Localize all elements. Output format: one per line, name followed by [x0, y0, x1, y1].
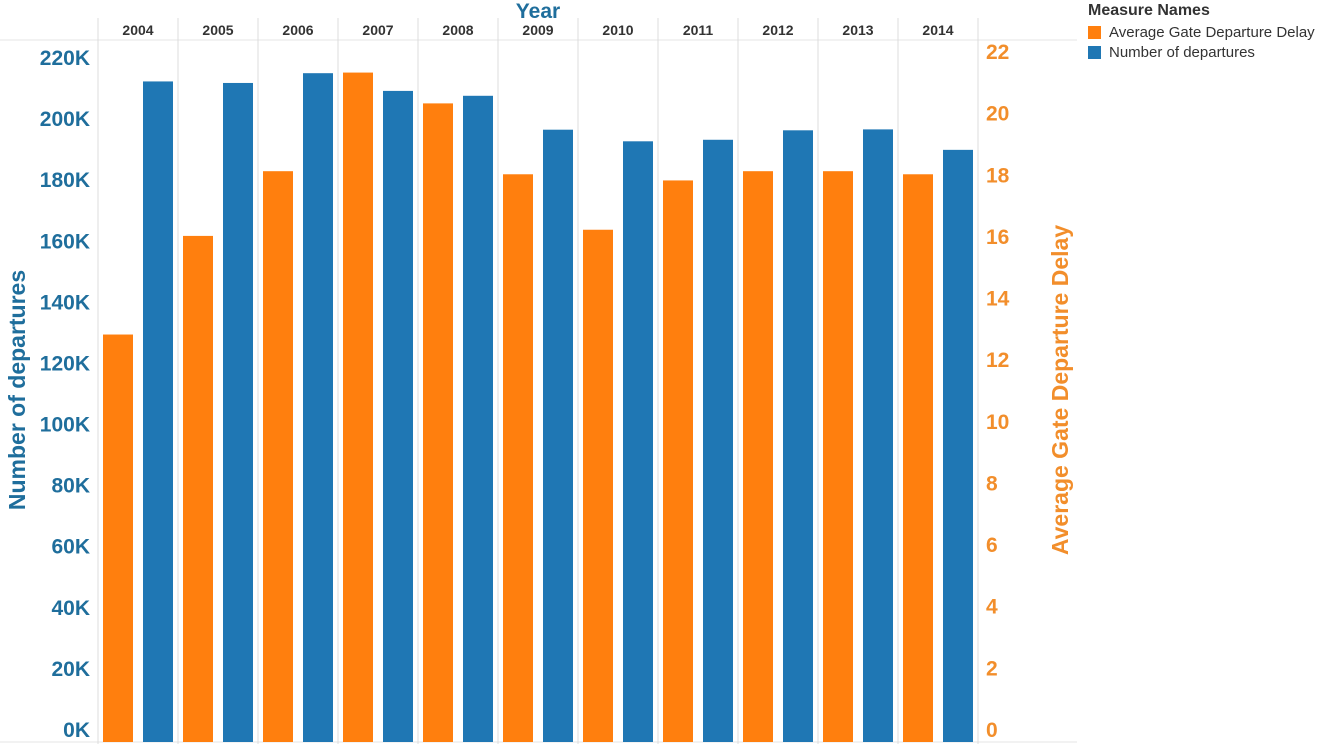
left-tick-label: 40K [51, 597, 90, 620]
left-tick-label: 0K [63, 719, 90, 742]
legend-item-number-of-departures[interactable]: Number of departures [1088, 42, 1333, 62]
top-axis-title: Year [516, 0, 560, 23]
right-tick-label: 16 [986, 226, 1009, 249]
legend-label: Average Gate Departure Delay [1109, 23, 1315, 41]
bar-departures-2009[interactable] [543, 129, 573, 742]
bar-departures-2008[interactable] [463, 95, 493, 742]
year-label-2007: 2007 [362, 22, 393, 38]
right-tick-label: 2 [986, 657, 998, 680]
bar-departures-2007[interactable] [383, 90, 413, 742]
bars [103, 72, 973, 743]
left-tick-label: 220K [40, 47, 90, 70]
bar-departures-2004[interactable] [143, 81, 173, 743]
left-tick-label: 80K [51, 475, 90, 498]
year-label-2014: 2014 [922, 22, 953, 38]
bar-departures-2011[interactable] [703, 139, 733, 742]
bar-delay-2008[interactable] [423, 103, 453, 742]
legend-swatch-blue [1088, 45, 1101, 59]
right-tick-label: 8 [986, 472, 998, 495]
year-label-2005: 2005 [202, 22, 233, 38]
year-label-2011: 2011 [683, 22, 714, 38]
bar-delay-2004[interactable] [103, 334, 133, 742]
right-axis-ticks: 0 2 4 6 8 10 12 14 16 18 20 22 [986, 41, 1010, 742]
right-tick-label: 6 [986, 534, 998, 557]
bar-delay-2007[interactable] [343, 72, 373, 742]
bar-delay-2006[interactable] [263, 171, 293, 742]
panel-dividers [0, 18, 1077, 744]
legend: Measure Names Average Gate Departure Del… [1088, 2, 1333, 62]
bar-departures-2005[interactable] [223, 82, 253, 743]
year-label-2006: 2006 [282, 22, 313, 38]
right-tick-label: 10 [986, 411, 1009, 434]
right-tick-label: 0 [986, 719, 998, 742]
year-label-2009: 2009 [522, 22, 553, 38]
right-axis-title: Average Gate Departure Delay [1047, 225, 1073, 555]
bar-delay-2014[interactable] [903, 174, 933, 743]
year-label-2013: 2013 [842, 22, 873, 38]
year-label-2008: 2008 [442, 22, 473, 38]
left-tick-label: 200K [40, 108, 90, 131]
legend-item-average-gate-departure-delay[interactable]: Average Gate Departure Delay [1088, 22, 1333, 42]
left-tick-label: 180K [40, 169, 90, 192]
bar-delay-2012[interactable] [743, 171, 773, 742]
bar-delay-2009[interactable] [503, 174, 533, 743]
left-tick-label: 60K [51, 536, 90, 559]
bar-departures-2014[interactable] [943, 149, 973, 743]
legend-title: Measure Names [1088, 2, 1210, 19]
left-axis-title: Number of departures [4, 270, 30, 510]
bar-delay-2010[interactable] [583, 229, 613, 742]
right-tick-label: 20 [986, 103, 1009, 126]
left-tick-label: 20K [51, 658, 90, 681]
left-tick-label: 100K [40, 414, 90, 437]
bar-departures-2006[interactable] [303, 73, 333, 743]
right-tick-label: 4 [986, 596, 998, 619]
left-tick-label: 160K [40, 230, 90, 253]
bar-delay-2011[interactable] [663, 180, 693, 742]
left-tick-label: 120K [40, 352, 90, 375]
left-tick-label: 140K [40, 291, 90, 314]
bar-departures-2013[interactable] [863, 129, 893, 743]
bar-departures-2012[interactable] [783, 130, 813, 743]
bar-delay-2005[interactable] [183, 235, 213, 742]
right-tick-label: 22 [986, 41, 1009, 64]
legend-label: Number of departures [1109, 43, 1255, 61]
right-tick-label: 12 [986, 349, 1009, 372]
right-tick-label: 14 [986, 288, 1010, 311]
legend-swatch-orange [1088, 25, 1101, 39]
right-tick-label: 18 [986, 164, 1010, 187]
year-headers: 2004 2005 2006 2007 2008 2009 2010 2011 2012 2013… [122, 22, 953, 38]
bar-departures-2010[interactable] [623, 141, 653, 743]
left-axis-ticks: 0K 20K 40K 60K 80K 100K 120K 140K 160K 180K 200K 22… [40, 47, 90, 742]
year-label-2012: 2012 [762, 22, 793, 38]
bar-delay-2013[interactable] [823, 171, 853, 742]
year-label-2004: 2004 [122, 22, 153, 38]
year-label-2010: 2010 [602, 22, 633, 38]
